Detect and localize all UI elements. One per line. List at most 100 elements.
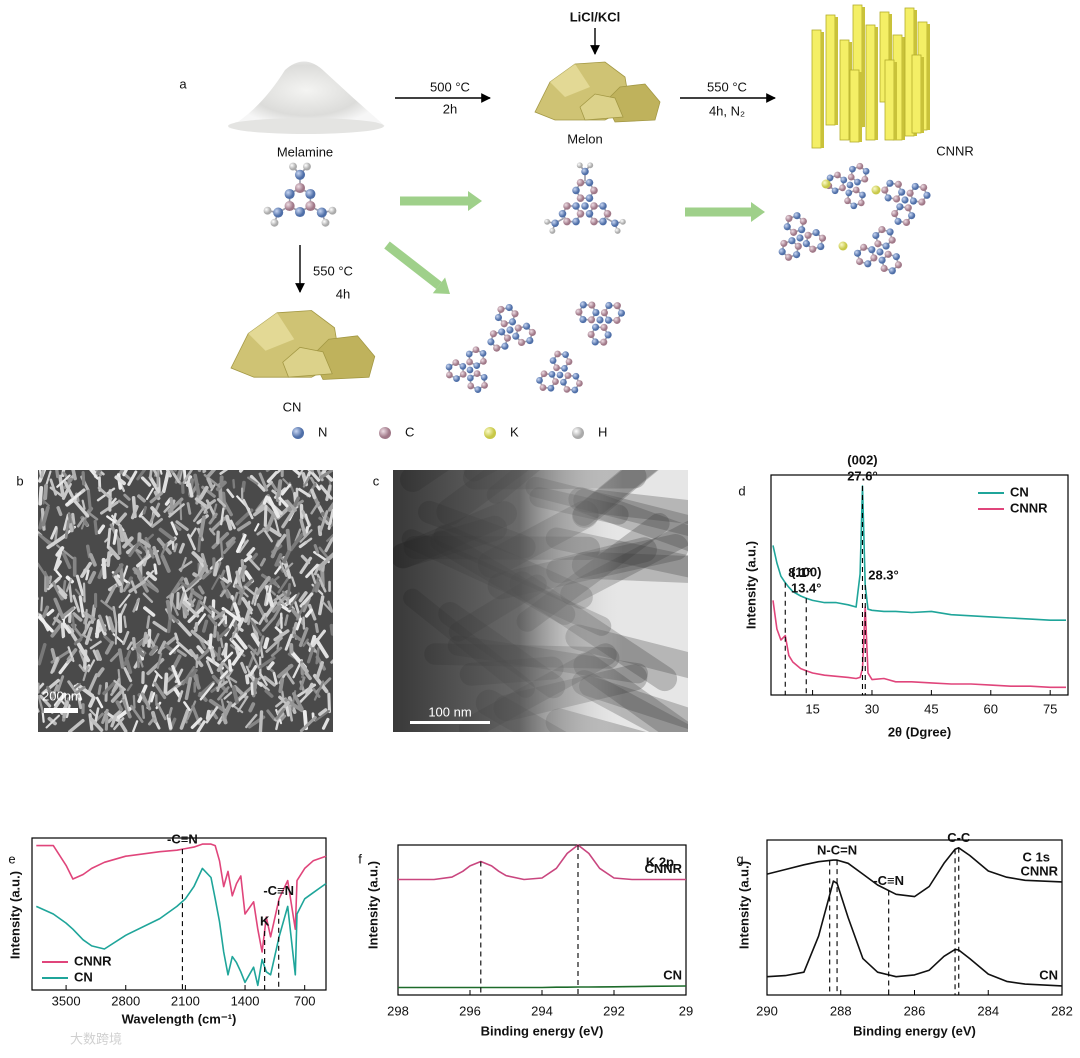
nanorod-side	[862, 7, 865, 127]
sem-rod	[156, 537, 172, 555]
atom	[467, 382, 475, 390]
sem-rod	[46, 608, 55, 617]
sem-rod	[254, 523, 260, 532]
sem-rod	[201, 569, 212, 580]
sem-rod	[89, 640, 102, 650]
atom	[528, 328, 536, 337]
sem-rod	[211, 574, 221, 590]
sem-rod	[110, 687, 126, 703]
sem-rod	[205, 660, 214, 675]
sem-rod	[54, 560, 62, 571]
sem-rod	[185, 579, 200, 593]
atom	[882, 242, 890, 250]
atom	[506, 326, 514, 334]
sem-rod	[256, 503, 265, 513]
atom	[812, 229, 820, 237]
step-time: 2h	[443, 101, 457, 116]
atom	[784, 253, 793, 261]
sem-rod	[156, 470, 160, 488]
atom	[512, 332, 520, 340]
crystal-facet	[550, 64, 590, 97]
sem-rod	[56, 675, 65, 692]
x-tick-label: 286	[904, 1003, 926, 1018]
sem-rod	[283, 562, 294, 573]
sem-rod	[219, 539, 224, 559]
sem-rod	[313, 544, 320, 554]
sem-rod	[313, 563, 321, 576]
sem-rod	[112, 529, 118, 545]
sem-rod	[48, 575, 53, 585]
sem-rod	[208, 633, 213, 650]
sem-rod	[299, 556, 313, 575]
x-tick-label: 296	[459, 1003, 481, 1018]
sem-rod	[182, 470, 194, 484]
atom	[864, 260, 872, 268]
atom	[878, 256, 886, 264]
sem-rod	[299, 592, 314, 608]
sem-rod	[205, 470, 217, 479]
x-axis-label: 2θ (Dgree)	[888, 724, 951, 739]
sem-rod	[128, 580, 146, 593]
sem-rod	[227, 659, 233, 672]
crystal-facet	[248, 312, 295, 351]
sem-rod	[82, 620, 92, 636]
nanorod-side	[927, 24, 930, 130]
sem-rod	[316, 573, 327, 593]
atom	[604, 316, 613, 324]
sem-rod	[217, 617, 225, 627]
step-temperature: 550 °C	[707, 79, 747, 94]
atom	[898, 188, 906, 196]
sem-rod	[243, 607, 252, 623]
atom	[901, 196, 909, 204]
sem-rod	[270, 646, 283, 657]
sem-rod	[310, 488, 317, 500]
sem-rod	[75, 683, 95, 698]
sem-rod	[203, 473, 221, 488]
atom	[514, 324, 522, 332]
atom	[888, 267, 896, 275]
sem-rod	[55, 546, 65, 557]
atom	[894, 261, 903, 269]
sem-rod	[141, 704, 145, 719]
sem-rod	[100, 599, 114, 611]
atom	[446, 371, 453, 379]
sem-rod	[276, 701, 290, 715]
atom	[480, 373, 488, 381]
sem-rod	[60, 622, 66, 638]
atom	[581, 202, 589, 210]
atom-legend-label: K	[510, 424, 519, 439]
sem-rod	[221, 646, 228, 656]
sem-rod	[148, 645, 159, 656]
sem-rod	[118, 593, 131, 609]
atom	[305, 200, 316, 212]
atom	[284, 188, 295, 200]
sem-rod	[62, 513, 70, 531]
sem-rod	[298, 591, 308, 603]
atom	[549, 227, 556, 234]
sem-rod	[240, 578, 254, 591]
sem-rod	[194, 622, 199, 632]
plane-label: (002)	[847, 452, 877, 467]
sem-rod	[132, 636, 137, 649]
atom	[494, 313, 503, 322]
sem-rod	[96, 470, 103, 475]
sem-rod	[262, 527, 273, 543]
process-arrowhead	[432, 277, 450, 294]
atom	[481, 381, 488, 389]
nanorod-side	[859, 72, 862, 142]
atom	[480, 357, 487, 365]
atom-legend-label: C	[405, 424, 414, 439]
tem-dark-region	[393, 470, 623, 732]
atom	[505, 303, 513, 312]
atom	[840, 176, 848, 184]
sem-rod	[103, 634, 113, 644]
atom	[294, 182, 306, 194]
x-tick-label: 3500	[52, 993, 81, 1008]
sem-rod	[314, 581, 321, 593]
sem-rod	[258, 612, 267, 626]
sem-rod	[205, 706, 219, 724]
atom	[788, 237, 796, 245]
atom	[587, 162, 594, 169]
sem-rod	[87, 570, 97, 585]
